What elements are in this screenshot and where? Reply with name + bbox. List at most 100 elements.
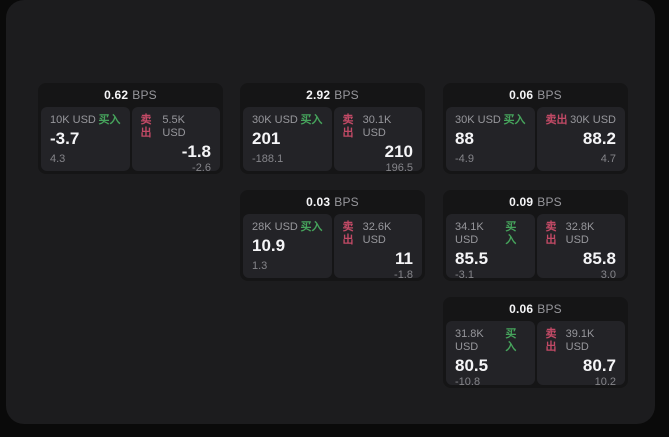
quote-panels: 30K USD 买入 88 -4.9 卖出 30K USD 88.2 4.7 xyxy=(443,107,628,171)
panel-top-row: 30K USD 买入 xyxy=(455,114,526,127)
card-header: 0.62 BPS xyxy=(38,83,223,107)
buy-notional: 34.1K USD xyxy=(455,221,484,246)
panel-top-row: 34.1K USD 买入 xyxy=(455,221,526,247)
buy-price: -3.7 xyxy=(50,129,80,148)
card-header: 2.92 BPS xyxy=(240,83,425,107)
buy-notional: 30K USD xyxy=(455,114,501,126)
panel-top-row: 30K USD 买入 xyxy=(252,114,323,127)
sell-notional: 30K USD xyxy=(570,114,616,126)
quote-panels: 34.1K USD 买入 85.5 -3.1 卖出 32.8K USD 85.8… xyxy=(443,214,628,281)
sell-panel[interactable]: 卖出 5.5K USD -1.8 -2.6 xyxy=(131,107,220,174)
panel-top-row: 31.8K USD 买入 xyxy=(455,328,526,354)
quote-card-4: 0.03 BPS 28K USD 买入 10.9 1.3 卖出 32.6K US… xyxy=(240,190,425,281)
buy-panel[interactable]: 30K USD 买入 201 -188.1 xyxy=(243,107,332,171)
quote-card-5: 0.09 BPS 34.1K USD 买入 85.5 -3.1 卖出 32.8K… xyxy=(443,190,628,281)
buy-price: 201 xyxy=(252,129,281,148)
bps-unit-label: BPS xyxy=(334,195,359,209)
sell-notional: 5.5K USD xyxy=(162,114,186,139)
buy-price: 85.5 xyxy=(455,249,489,268)
sell-price: 11 xyxy=(395,249,413,268)
sell-panel[interactable]: 卖出 39.1K USD 80.7 10.2 xyxy=(536,321,625,388)
buy-price: 88 xyxy=(455,129,474,148)
sell-panel[interactable]: 卖出 30.1K USD 210 196.5 xyxy=(333,107,422,174)
buy-change: 4.3 xyxy=(50,153,66,165)
buy-side-label: 买入 xyxy=(503,114,526,126)
buy-notional: 10K USD xyxy=(50,114,96,126)
sell-panel[interactable]: 卖出 30K USD 88.2 4.7 xyxy=(536,107,625,171)
sell-side-label: 卖出 xyxy=(545,114,568,126)
buy-side-label: 买入 xyxy=(300,221,323,233)
quote-card-1: 0.62 BPS 10K USD 买入 -3.7 4.3 卖出 5.5K USD… xyxy=(38,83,223,174)
sell-price: -1.8 xyxy=(181,142,211,161)
sell-notional: 39.1K USD xyxy=(565,328,595,353)
buy-price: 80.5 xyxy=(455,356,489,375)
sell-side-label: 卖出 xyxy=(342,221,354,246)
panel-top-row: 卖出 30.1K USD xyxy=(343,114,414,140)
bps-value: 0.03 xyxy=(306,195,331,209)
sell-change: 4.7 xyxy=(600,153,616,165)
quote-card-6: 0.06 BPS 31.8K USD 买入 80.5 -10.8 卖出 39.1… xyxy=(443,297,628,388)
buy-side-label: 买入 xyxy=(98,114,121,126)
sell-change: 10.2 xyxy=(594,376,616,388)
buy-change: 1.3 xyxy=(252,260,268,272)
bps-value: 0.06 xyxy=(509,88,534,102)
quote-panels: 30K USD 买入 201 -188.1 卖出 30.1K USD 210 1… xyxy=(240,107,425,174)
panel-top-row: 卖出 32.6K USD xyxy=(343,221,414,247)
sell-side-label: 卖出 xyxy=(342,114,354,139)
card-header: 0.09 BPS xyxy=(443,190,628,214)
card-header: 0.06 BPS xyxy=(443,297,628,321)
buy-price: 10.9 xyxy=(252,236,286,255)
bps-value: 0.62 xyxy=(104,88,129,102)
buy-side-label: 买入 xyxy=(505,221,517,246)
buy-side-label: 买入 xyxy=(505,328,517,353)
buy-panel[interactable]: 31.8K USD 买入 80.5 -10.8 xyxy=(446,321,535,388)
buy-change: -4.9 xyxy=(455,153,474,165)
buy-change: -10.8 xyxy=(455,376,481,388)
panel-top-row: 卖出 39.1K USD xyxy=(546,328,617,354)
buy-panel[interactable]: 30K USD 买入 88 -4.9 xyxy=(446,107,535,171)
buy-panel[interactable]: 10K USD 买入 -3.7 4.3 xyxy=(41,107,130,171)
sell-notional: 32.6K USD xyxy=(362,221,392,246)
panel-top-row: 卖出 30K USD xyxy=(546,114,617,127)
sell-panel[interactable]: 卖出 32.8K USD 85.8 3.0 xyxy=(536,214,625,281)
panel-top-row: 28K USD 买入 xyxy=(252,221,323,234)
bps-value: 0.06 xyxy=(509,302,534,316)
quote-panels: 31.8K USD 买入 80.5 -10.8 卖出 39.1K USD 80.… xyxy=(443,321,628,388)
bps-unit-label: BPS xyxy=(537,195,562,209)
panel-top-row: 10K USD 买入 xyxy=(50,114,121,127)
sell-price: 88.2 xyxy=(582,129,616,148)
sell-change: -2.6 xyxy=(192,162,211,174)
card-header: 0.06 BPS xyxy=(443,83,628,107)
bps-value: 2.92 xyxy=(306,88,331,102)
sell-side-label: 卖出 xyxy=(545,221,557,246)
buy-panel[interactable]: 34.1K USD 买入 85.5 -3.1 xyxy=(446,214,535,281)
sell-side-label: 卖出 xyxy=(545,328,557,353)
bps-unit-label: BPS xyxy=(537,88,562,102)
sell-change: -1.8 xyxy=(394,269,413,281)
buy-notional: 31.8K USD xyxy=(455,328,484,353)
bps-unit-label: BPS xyxy=(132,88,157,102)
panel-top-row: 卖出 32.8K USD xyxy=(546,221,617,247)
panel-top-row: 卖出 5.5K USD xyxy=(141,114,212,140)
buy-panel[interactable]: 28K USD 买入 10.9 1.3 xyxy=(243,214,332,278)
card-header: 0.03 BPS xyxy=(240,190,425,214)
buy-change: -3.1 xyxy=(455,269,474,281)
buy-side-label: 买入 xyxy=(300,114,323,126)
sell-notional: 32.8K USD xyxy=(565,221,595,246)
quote-panels: 28K USD 买入 10.9 1.3 卖出 32.6K USD 11 -1.8 xyxy=(240,214,425,281)
sell-price: 85.8 xyxy=(582,249,616,268)
sell-notional: 30.1K USD xyxy=(362,114,392,139)
sell-price: 80.7 xyxy=(582,356,616,375)
buy-notional: 28K USD xyxy=(252,221,298,233)
sell-price: 210 xyxy=(384,142,413,161)
sell-panel[interactable]: 卖出 32.6K USD 11 -1.8 xyxy=(333,214,422,281)
bps-value: 0.09 xyxy=(509,195,534,209)
quote-card-2: 2.92 BPS 30K USD 买入 201 -188.1 卖出 30.1K … xyxy=(240,83,425,174)
buy-notional: 30K USD xyxy=(252,114,298,126)
sell-side-label: 卖出 xyxy=(140,114,152,139)
sell-change: 196.5 xyxy=(385,162,413,174)
quote-card-3: 0.06 BPS 30K USD 买入 88 -4.9 卖出 30K USD 8… xyxy=(443,83,628,174)
buy-change: -188.1 xyxy=(252,153,284,165)
bps-unit-label: BPS xyxy=(537,302,562,316)
quote-panels: 10K USD 买入 -3.7 4.3 卖出 5.5K USD -1.8 -2.… xyxy=(38,107,223,174)
